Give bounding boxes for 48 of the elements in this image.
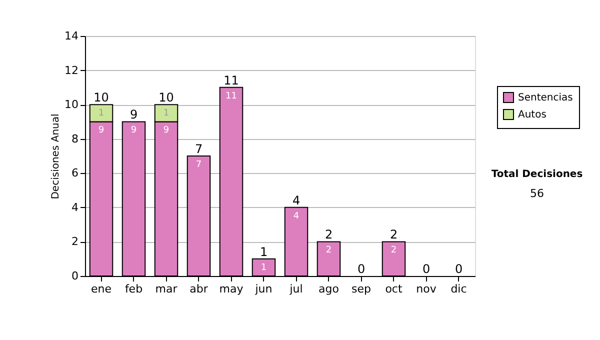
- data-label: 2: [326, 246, 332, 256]
- x-tick-label: jun: [254, 282, 272, 296]
- data-label: 1: [260, 262, 267, 273]
- total-label: 11: [224, 73, 239, 88]
- y-tick-label: 12: [64, 64, 78, 77]
- x-tick-label: abr: [190, 282, 208, 296]
- data-label: 2: [390, 246, 397, 256]
- data-label: 4: [293, 211, 300, 222]
- total-label: 2: [324, 228, 333, 242]
- y-axis-title: Decisiones Anual: [50, 114, 62, 200]
- x-tick-label: dic: [450, 282, 467, 296]
- data-label: 9: [98, 126, 104, 136]
- legend-label: Sentencias: [518, 92, 573, 104]
- x-tick-label: sep: [352, 282, 372, 296]
- data-label: 1: [98, 108, 104, 119]
- data-label: 11: [226, 91, 237, 102]
- x-tick-label: may: [219, 282, 244, 296]
- total-label: 1: [260, 244, 268, 259]
- text: Total Decisiones: [491, 169, 583, 180]
- total-label: 0: [357, 262, 366, 276]
- data-label: 9: [163, 126, 170, 136]
- y-tick-label: 14: [64, 30, 78, 42]
- data-label: 7: [196, 160, 202, 170]
- total-label: 4: [292, 193, 300, 208]
- y-tick-label: 6: [72, 166, 78, 180]
- total-label: 10: [158, 90, 174, 105]
- data-label: 9: [130, 126, 137, 136]
- data-label: 1: [163, 108, 170, 119]
- y-tick-label: 10: [64, 98, 78, 112]
- x-tick-label: ago: [318, 282, 340, 296]
- x-tick-label: feb: [124, 282, 143, 296]
- y-tick-label: 2: [72, 235, 78, 248]
- total-label: 7: [194, 142, 203, 156]
- y-tick-label: 8: [72, 132, 78, 146]
- x-tick-label: ene: [90, 282, 112, 296]
- total-label: 0: [454, 262, 463, 276]
- legend-label: Autos: [518, 110, 546, 120]
- total-label: 2: [390, 228, 398, 242]
- total-label: 10: [94, 90, 109, 105]
- text: 56: [530, 187, 544, 200]
- total-label: 9: [130, 108, 138, 122]
- x-tick-label: mar: [155, 282, 178, 296]
- y-tick-label: 4: [72, 200, 78, 214]
- x-tick-label: nov: [416, 282, 437, 296]
- x-tick-label: jul: [288, 282, 303, 296]
- total-label: 0: [422, 262, 430, 276]
- x-tick-label: oct: [385, 282, 403, 296]
- y-tick-label: 0: [72, 270, 78, 282]
